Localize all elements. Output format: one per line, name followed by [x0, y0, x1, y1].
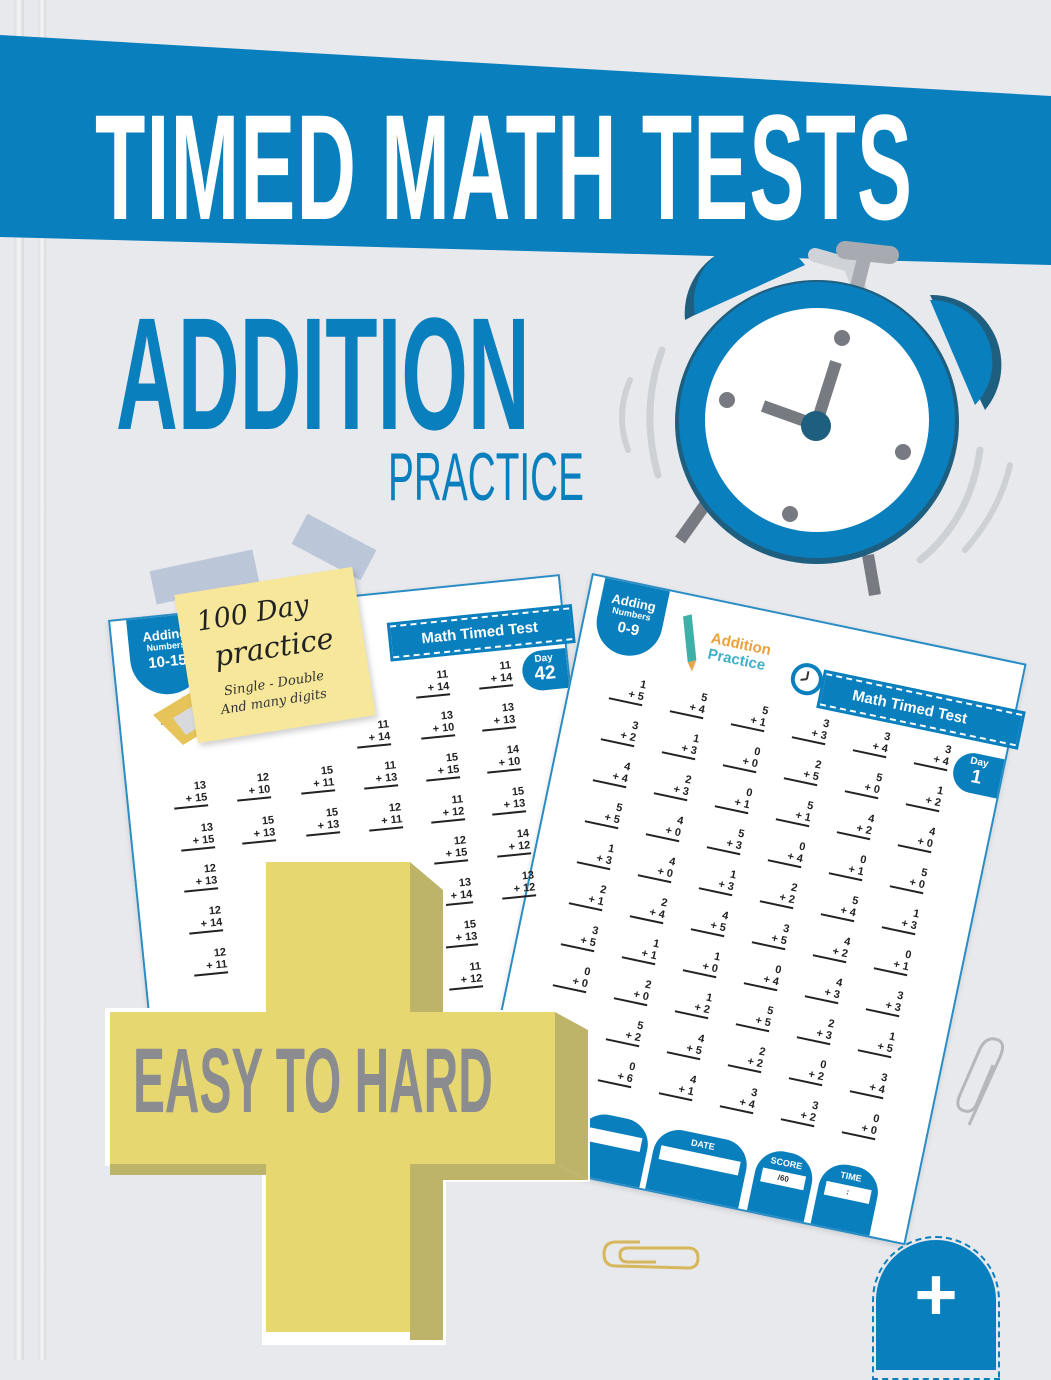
alarm-clock-icon — [618, 240, 1013, 597]
pencil-icon — [683, 614, 697, 672]
subject-heading: ADDITION — [116, 284, 530, 463]
title-banner — [0, 35, 1051, 265]
paperclip-icon — [956, 1037, 1005, 1126]
plus-icon: + — [914, 1253, 958, 1336]
book-title: TIMED MATH TESTS — [95, 83, 914, 251]
subtitle: PRACTICE — [388, 439, 584, 515]
alarm-clock-icon — [790, 663, 823, 696]
corner-plus-tab: + — [872, 1236, 1000, 1380]
spine-crease — [38, 0, 46, 1360]
paperclip-icon — [602, 1240, 700, 1270]
easy-to-hard-label: EASY TO HARD — [133, 1030, 493, 1132]
worksheet-day-1: Adding Numbers 0-9 Addition Practice Mat… — [470, 573, 1027, 1246]
spine-crease — [14, 0, 24, 1360]
